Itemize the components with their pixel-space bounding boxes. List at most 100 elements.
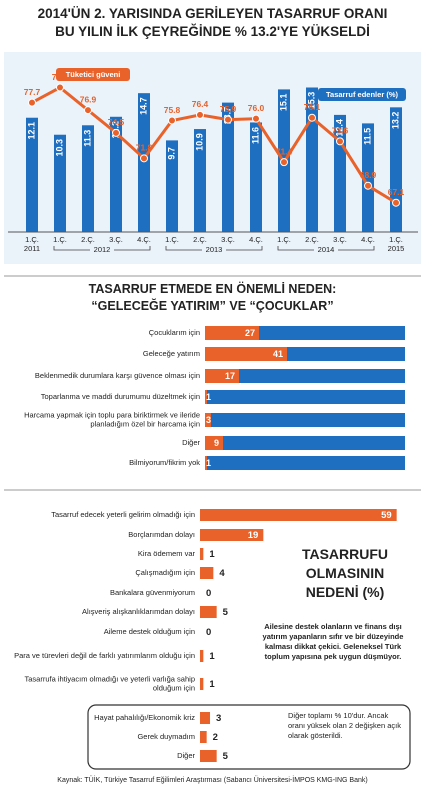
- value-label: 2: [213, 732, 218, 743]
- bar: [138, 93, 150, 233]
- bar: [110, 116, 122, 232]
- category-label: Çocuklarım için: [148, 327, 200, 337]
- point: [140, 154, 148, 163]
- category-label: Geleceğe yatırım: [142, 348, 200, 358]
- category-label: Para ve türevleri değil de farklı yatırı…: [14, 650, 195, 660]
- bar: [222, 102, 234, 232]
- point: [168, 116, 176, 125]
- bar: [200, 529, 264, 541]
- value-label: 75.9: [220, 104, 237, 114]
- x-tick-label: 4.Ç.: [249, 235, 263, 244]
- value-label: 13.2: [390, 112, 400, 130]
- chart-title: TASARRUFU OLMASININ NEDENİ (%): [301, 546, 389, 600]
- bar: [54, 134, 66, 232]
- x-tick-label: 1.Ç.: [53, 235, 67, 244]
- point: [28, 98, 36, 107]
- category-label: Beklenmedik durumlara karşı güvence olma…: [34, 370, 200, 380]
- bar: [250, 122, 262, 232]
- value-label: 10.3: [54, 139, 64, 157]
- bar: [26, 117, 38, 232]
- category-label: Tasarruf edecek yeterli gelirim olmadığı…: [51, 509, 195, 519]
- x-tick-label: 1.Ç.: [389, 235, 403, 244]
- x-tick-label: 2.Ç.: [81, 235, 95, 244]
- value-label: 76.4: [192, 99, 209, 109]
- category-label: Bilmiyorum/fikrim yok: [129, 457, 200, 467]
- value-label: 4: [219, 568, 225, 579]
- value-label: 1: [209, 679, 215, 690]
- category-label: Diğer: [177, 750, 195, 760]
- category-label: Gerek duymadım: [137, 731, 195, 741]
- value-label: 76.1: [304, 102, 321, 112]
- note: Diğer toplamı % 10'dur. Ancak oranı yüks…: [288, 711, 401, 740]
- year-label: 2015: [388, 244, 405, 253]
- legend-label: Tasarruf edenler (%): [326, 90, 398, 99]
- x-tick-label: 2.Ç.: [305, 235, 319, 244]
- chart-subtitle: “GELECEĞE YATIRIM” VE “ÇOCUKLAR”: [91, 299, 334, 313]
- bar-track: [205, 456, 405, 470]
- x-tick-label: 4.Ç.: [137, 235, 151, 244]
- bar: [200, 650, 204, 662]
- value-label: 68.9: [360, 170, 377, 180]
- category-label: Toparlanma ve maddi durumumu düzeltmek i…: [40, 391, 200, 401]
- x-tick-label: 3.Ç.: [221, 235, 235, 244]
- category-label: Hayat pahalılığı/Ekonomik kriz: [94, 712, 195, 722]
- x-tick-label: 3.Ç.: [109, 235, 123, 244]
- point: [392, 198, 400, 207]
- value-label: 75.8: [164, 105, 181, 115]
- value-label: 0: [206, 627, 211, 638]
- bar: [205, 413, 211, 427]
- value-label: 73.6: [332, 126, 349, 136]
- bar: [205, 390, 207, 404]
- chart-title: TASARRUF ETMEDE EN ÖNEMLİ NEDEN:: [88, 282, 337, 296]
- value-label: 67.1: [388, 187, 405, 197]
- point: [280, 158, 288, 167]
- bar-track: [205, 369, 405, 383]
- x-tick-label: 1.Ç.: [165, 235, 179, 244]
- value-label: 71.8: [136, 143, 153, 153]
- point: [308, 113, 316, 122]
- bar: [200, 712, 210, 724]
- value-label: 11.3: [82, 130, 92, 147]
- year-label: 2014: [318, 245, 335, 254]
- value-label: 9: [214, 438, 219, 448]
- group-label-bg: [202, 245, 226, 255]
- value-label: 15.3: [306, 92, 316, 110]
- bar: [205, 347, 287, 361]
- group-label-bg: [90, 245, 114, 255]
- group-box: [87, 704, 411, 770]
- year-label: 2012: [94, 245, 111, 254]
- value-label: 3: [216, 713, 221, 724]
- point: [196, 110, 204, 119]
- chart-subtitle: BU YILIN İLK ÇEYREĞİNDE % 13.2'YE YÜKSEL…: [55, 24, 370, 39]
- value-label: 14.7: [138, 97, 148, 115]
- value-label: 12.1: [26, 122, 36, 140]
- category-label: Aileme destek olduğum için: [103, 626, 195, 636]
- x-tick-label: 3.Ç.: [333, 235, 347, 244]
- bar: [194, 129, 206, 232]
- group-label-bg: [314, 245, 338, 255]
- value-label: 74.5: [108, 117, 125, 127]
- legend-label: Tüketici güveni: [66, 70, 121, 79]
- point: [56, 83, 64, 92]
- bar-track: [205, 390, 405, 404]
- value-label: 5: [223, 607, 229, 618]
- legend-swatch: [318, 88, 406, 101]
- value-label: 1: [209, 651, 215, 662]
- source: Kaynak: TÜİK, Türkiye Tasarruf Eğilimler…: [57, 777, 368, 784]
- category-label: Tasarrufa ihtiyacım olmadığı ve yeterli …: [24, 674, 196, 692]
- value-label: 76.0: [248, 103, 265, 113]
- value-label: 41: [273, 349, 283, 359]
- value-label: 9.7: [166, 147, 176, 160]
- bar: [200, 606, 217, 618]
- value-label: 76.9: [80, 94, 97, 104]
- value-label: 11.5: [362, 128, 372, 145]
- bar: [200, 567, 214, 579]
- year-label: 2013: [206, 245, 223, 254]
- bar: [362, 123, 374, 232]
- value-label: 59: [381, 510, 392, 521]
- value-label: 3: [206, 415, 211, 425]
- value-label: 11.6: [250, 127, 260, 144]
- point: [336, 137, 344, 146]
